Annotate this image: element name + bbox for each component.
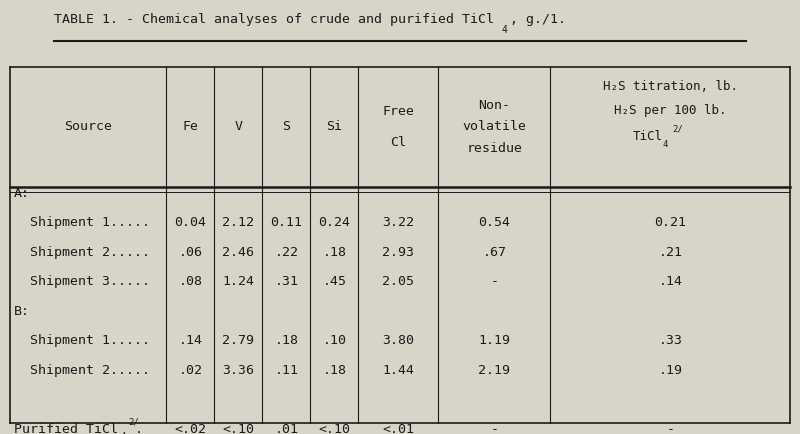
Text: 2/: 2/ bbox=[672, 125, 682, 133]
Text: Si: Si bbox=[326, 121, 342, 133]
Text: Non-: Non- bbox=[478, 99, 510, 112]
Text: 2.19: 2.19 bbox=[478, 364, 510, 377]
Text: 1.24: 1.24 bbox=[222, 275, 254, 288]
Text: .18: .18 bbox=[274, 334, 298, 347]
Text: TABLE 1. - Chemical analyses of crude and purified TiCl: TABLE 1. - Chemical analyses of crude an… bbox=[54, 13, 494, 26]
Text: .21: .21 bbox=[658, 246, 682, 259]
Text: 0.24: 0.24 bbox=[318, 216, 350, 229]
Text: H₂S per 100 lb.: H₂S per 100 lb. bbox=[614, 104, 726, 117]
Text: A:: A: bbox=[14, 187, 30, 200]
Text: 0.04: 0.04 bbox=[174, 216, 206, 229]
Text: Purified TiCl: Purified TiCl bbox=[14, 423, 118, 434]
Text: .11: .11 bbox=[274, 364, 298, 377]
Text: .06: .06 bbox=[178, 246, 202, 259]
Text: 1.19: 1.19 bbox=[478, 334, 510, 347]
Text: 2.93: 2.93 bbox=[382, 246, 414, 259]
Text: Shipment 2.....: Shipment 2..... bbox=[14, 246, 150, 259]
Text: .22: .22 bbox=[274, 246, 298, 259]
Text: -: - bbox=[490, 423, 498, 434]
Text: 2.12: 2.12 bbox=[222, 216, 254, 229]
Text: , g./1.: , g./1. bbox=[510, 13, 566, 26]
Text: .18: .18 bbox=[322, 246, 346, 259]
Text: 2.46: 2.46 bbox=[222, 246, 254, 259]
Text: .67: .67 bbox=[482, 246, 506, 259]
Text: .02: .02 bbox=[178, 364, 202, 377]
Text: S: S bbox=[282, 121, 290, 133]
Text: 0.54: 0.54 bbox=[478, 216, 510, 229]
Text: 1.44: 1.44 bbox=[382, 364, 414, 377]
Text: V: V bbox=[234, 121, 242, 133]
Text: 0.11: 0.11 bbox=[270, 216, 302, 229]
Text: .31: .31 bbox=[274, 275, 298, 288]
Text: .10: .10 bbox=[322, 334, 346, 347]
Text: .45: .45 bbox=[322, 275, 346, 288]
Text: .14: .14 bbox=[658, 275, 682, 288]
Text: volatile: volatile bbox=[462, 121, 526, 133]
Text: .18: .18 bbox=[322, 364, 346, 377]
Text: .08: .08 bbox=[178, 275, 202, 288]
Text: -: - bbox=[490, 275, 498, 288]
Text: Shipment 1.....: Shipment 1..... bbox=[14, 334, 150, 347]
Text: 3.80: 3.80 bbox=[382, 334, 414, 347]
Text: <.02: <.02 bbox=[174, 423, 206, 434]
Text: 0.21: 0.21 bbox=[654, 216, 686, 229]
Text: 4: 4 bbox=[502, 25, 507, 36]
Text: residue: residue bbox=[466, 142, 522, 155]
Text: 4: 4 bbox=[121, 432, 126, 434]
Text: Shipment 2.....: Shipment 2..... bbox=[14, 364, 150, 377]
Text: .: . bbox=[135, 423, 143, 434]
Text: <.10: <.10 bbox=[222, 423, 254, 434]
Text: <.01: <.01 bbox=[382, 423, 414, 434]
Text: 2.05: 2.05 bbox=[382, 275, 414, 288]
Text: .19: .19 bbox=[658, 364, 682, 377]
Text: Shipment 1.....: Shipment 1..... bbox=[14, 216, 150, 229]
Text: B:: B: bbox=[14, 305, 30, 318]
Text: Cl: Cl bbox=[390, 136, 406, 148]
Text: .14: .14 bbox=[178, 334, 202, 347]
Text: H₂S titration, lb.: H₂S titration, lb. bbox=[603, 80, 738, 93]
Text: 3.22: 3.22 bbox=[382, 216, 414, 229]
Text: .33: .33 bbox=[658, 334, 682, 347]
Text: -: - bbox=[666, 423, 674, 434]
Text: 3.36: 3.36 bbox=[222, 364, 254, 377]
Text: Source: Source bbox=[64, 121, 112, 133]
Text: Free: Free bbox=[382, 105, 414, 118]
Text: <.10: <.10 bbox=[318, 423, 350, 434]
Text: Shipment 3.....: Shipment 3..... bbox=[14, 275, 150, 288]
Text: TiCl: TiCl bbox=[632, 130, 662, 143]
Text: 2.79: 2.79 bbox=[222, 334, 254, 347]
Text: Fe: Fe bbox=[182, 121, 198, 133]
Text: .01: .01 bbox=[274, 423, 298, 434]
Text: 4: 4 bbox=[662, 140, 668, 149]
Text: 2/: 2/ bbox=[128, 418, 138, 427]
